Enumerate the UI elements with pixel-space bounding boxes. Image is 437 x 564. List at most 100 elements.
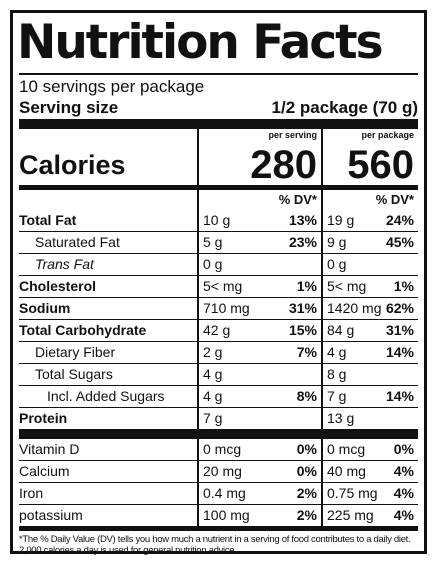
per-serving-cell: 10 g 13%: [197, 210, 321, 231]
per-serving-amount: 710 mg: [203, 300, 250, 316]
per-serving-amount: 7 g: [203, 410, 223, 426]
per-serving-amount: 0 mcg: [203, 441, 242, 457]
nutrient-name: Protein: [19, 410, 68, 426]
dv-header-package: % DV*: [321, 190, 418, 210]
per-serving-label: per serving: [268, 130, 317, 140]
serving-size-value: 1/2 package (70 g): [271, 98, 418, 117]
servings-per-package: 10 servings per package: [19, 77, 205, 96]
per-serving-amount: 20 mg: [203, 463, 242, 479]
nutrient-row: Sodium 710 mg 31% 1420 mg 62%: [19, 297, 418, 319]
nutrient-row: Total Carbohydrate 42 g 15% 84 g 31%: [19, 319, 418, 341]
nutrient-name: Total Fat: [19, 212, 77, 228]
per-serving-amount: 5< mg: [203, 278, 243, 294]
per-package-dv: 24%: [385, 212, 414, 228]
per-serving-cell: 0 g: [197, 254, 321, 275]
per-serving-amount: 10 g: [203, 212, 231, 228]
per-serving-amount: 4 g: [203, 366, 223, 382]
per-package-dv: 14%: [385, 388, 414, 404]
nutrient-row: Trans Fat 0 g 0 g: [19, 253, 418, 275]
nutrition-facts-label: Nutrition Facts 10 servings per package …: [10, 10, 427, 556]
per-serving-dv: 2%: [296, 485, 317, 501]
nutrient-name: Sodium: [19, 300, 71, 316]
nutrient-name: Calcium: [19, 463, 70, 479]
per-serving-dv: 8%: [296, 388, 317, 404]
per-package-cell: 1420 mg 62%: [321, 298, 418, 319]
per-serving-dv: 7%: [296, 344, 317, 360]
per-package-amount: 8 g: [327, 366, 347, 382]
dv-header-spacer: [19, 190, 197, 210]
per-package-dv: 45%: [385, 234, 414, 250]
divider: [19, 73, 418, 75]
per-package-amount: 1420 mg: [327, 300, 382, 316]
nutrient-name: Saturated Fat: [35, 234, 120, 250]
per-serving-cell: 20 mg 0%: [197, 461, 321, 482]
per-serving-amount: 4 g: [203, 388, 223, 404]
per-serving-cell: 4 g 8%: [197, 386, 321, 407]
per-package-amount: 5< mg: [327, 278, 367, 294]
nutrient-row: Cholesterol 5< mg 1% 5< mg 1%: [19, 275, 418, 297]
per-serving-amount: 0.4 mg: [203, 485, 246, 501]
per-package-cell: 7 g 14%: [321, 386, 418, 407]
per-serving-dv: 0%: [296, 463, 317, 479]
nutrient-rows: Total Fat 10 g 13% 19 g 24% Saturated Fa…: [19, 210, 418, 429]
nutrient-row: Protein 7 g 13 g: [19, 407, 418, 429]
divider-thick: [19, 119, 418, 129]
nutrient-name: Vitamin D: [19, 441, 80, 457]
per-package-cell: 5< mg 1%: [321, 276, 418, 297]
nutrient-row: Vitamin D 0 mcg 0% 0 mcg 0%: [19, 439, 418, 460]
per-package-cell: 13 g: [321, 408, 418, 429]
per-package-cell: 8 g: [321, 364, 418, 385]
per-package-amount: 0.75 mg: [327, 485, 378, 501]
nutrient-name: Iron: [19, 485, 44, 501]
divider-thick: [19, 429, 418, 439]
per-package-dv: 14%: [385, 344, 414, 360]
serving-size-row: Serving size 1/2 package (70 g): [19, 97, 418, 119]
calories-per-serving-cell: per serving 280: [197, 129, 321, 187]
label-title: Nutrition Facts: [17, 15, 384, 70]
nutrient-name: Total Sugars: [35, 366, 113, 382]
calories-per-serving: 280: [250, 143, 317, 187]
dv-header-serving: % DV*: [197, 190, 321, 210]
per-serving-dv: 23%: [288, 234, 317, 250]
nutrient-row: Saturated Fat 5 g 23% 9 g 45%: [19, 231, 418, 253]
per-package-dv: 1%: [393, 278, 414, 294]
per-package-cell: 0 g: [321, 254, 418, 275]
per-serving-cell: 2 g 7%: [197, 342, 321, 363]
nutrient-row: Total Fat 10 g 13% 19 g 24%: [19, 210, 418, 231]
divider-medium: [19, 526, 418, 531]
per-package-amount: 40 mg: [327, 463, 366, 479]
per-package-dv: 62%: [385, 300, 414, 316]
per-serving-dv: 15%: [288, 322, 317, 338]
per-serving-dv: 13%: [288, 212, 317, 228]
nutrient-row: Calcium 20 mg 0% 40 mg 4%: [19, 460, 418, 482]
vitamin-rows: Vitamin D 0 mcg 0% 0 mcg 0% Calcium 20 m…: [19, 439, 418, 526]
per-serving-amount: 100 mg: [203, 507, 250, 523]
nutrient-name: Trans Fat: [35, 256, 94, 272]
per-package-dv: 4%: [393, 507, 414, 523]
nutrient-name: Dietary Fiber: [35, 344, 116, 360]
per-package-cell: 84 g 31%: [321, 320, 418, 341]
per-package-amount: 225 mg: [327, 507, 374, 523]
per-package-cell: 225 mg 4%: [321, 505, 418, 526]
nutrient-name: potassium: [19, 507, 83, 523]
nutrient-row: potassium 100 mg 2% 225 mg 4%: [19, 504, 418, 526]
nutrient-name: Total Carbohydrate: [19, 322, 147, 338]
calories-per-package-cell: per package 560: [321, 129, 418, 187]
per-package-dv: 4%: [393, 463, 414, 479]
nutrient-row: Dietary Fiber 2 g 7% 4 g 14%: [19, 341, 418, 363]
per-package-cell: 9 g 45%: [321, 232, 418, 253]
per-serving-cell: 5< mg 1%: [197, 276, 321, 297]
per-serving-amount: 2 g: [203, 344, 223, 360]
dv-header-row: % DV* % DV*: [19, 190, 418, 210]
calories-label: Calories: [19, 150, 126, 180]
serving-size-label: Serving size: [19, 98, 119, 117]
per-serving-dv: 2%: [296, 507, 317, 523]
per-serving-cell: 7 g: [197, 408, 321, 429]
nutrient-name: Incl. Added Sugars: [47, 388, 165, 404]
per-package-cell: 19 g 24%: [321, 210, 418, 231]
per-package-dv: 0%: [393, 441, 414, 457]
per-package-cell: 40 mg 4%: [321, 461, 418, 482]
per-serving-amount: 0 g: [203, 256, 223, 272]
per-serving-dv: 0%: [296, 441, 317, 457]
per-package-amount: 19 g: [327, 212, 355, 228]
